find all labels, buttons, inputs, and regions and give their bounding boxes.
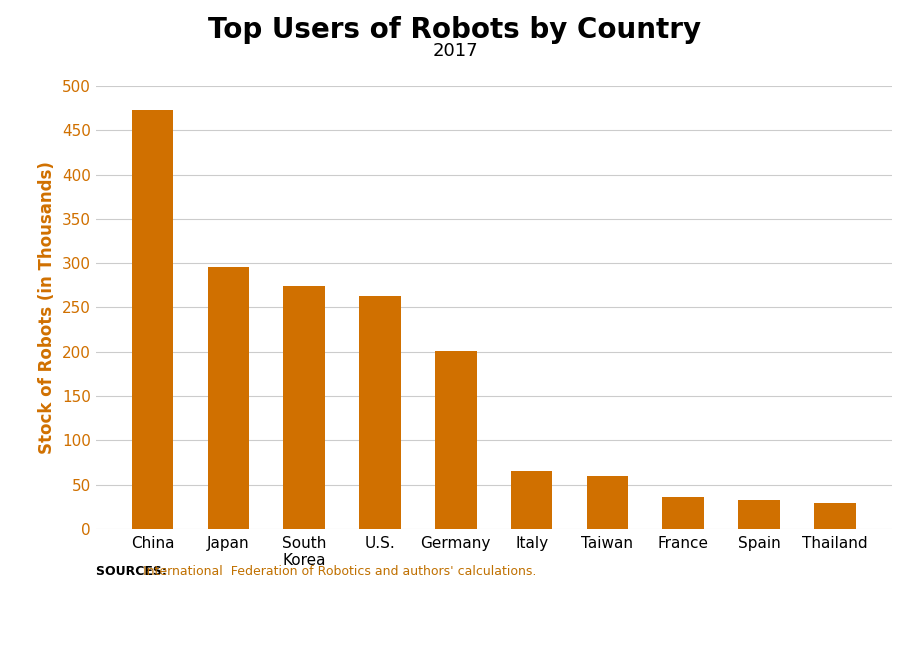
Bar — [814, 503, 855, 529]
Text: 2017: 2017 — [432, 42, 478, 60]
Bar — [435, 351, 477, 529]
Y-axis label: Stock of Robots (in Thousands): Stock of Robots (in Thousands) — [38, 161, 56, 454]
Bar — [207, 266, 249, 529]
Text: Top Users of Robots by Country: Top Users of Robots by Country — [208, 16, 702, 44]
Bar — [283, 286, 325, 529]
Bar — [132, 110, 174, 529]
Bar — [662, 497, 704, 529]
Text: of: of — [223, 627, 238, 641]
Text: Federal Reserve Bank: Federal Reserve Bank — [16, 627, 184, 641]
Bar — [359, 296, 400, 529]
Text: St. Louis: St. Louis — [250, 627, 320, 641]
Bar — [738, 500, 780, 529]
Bar — [511, 471, 552, 529]
Text: International  Federation of Robotics and authors' calculations.: International Federation of Robotics and… — [143, 565, 536, 578]
Bar — [587, 476, 628, 529]
Text: SOURCES:: SOURCES: — [96, 565, 171, 578]
